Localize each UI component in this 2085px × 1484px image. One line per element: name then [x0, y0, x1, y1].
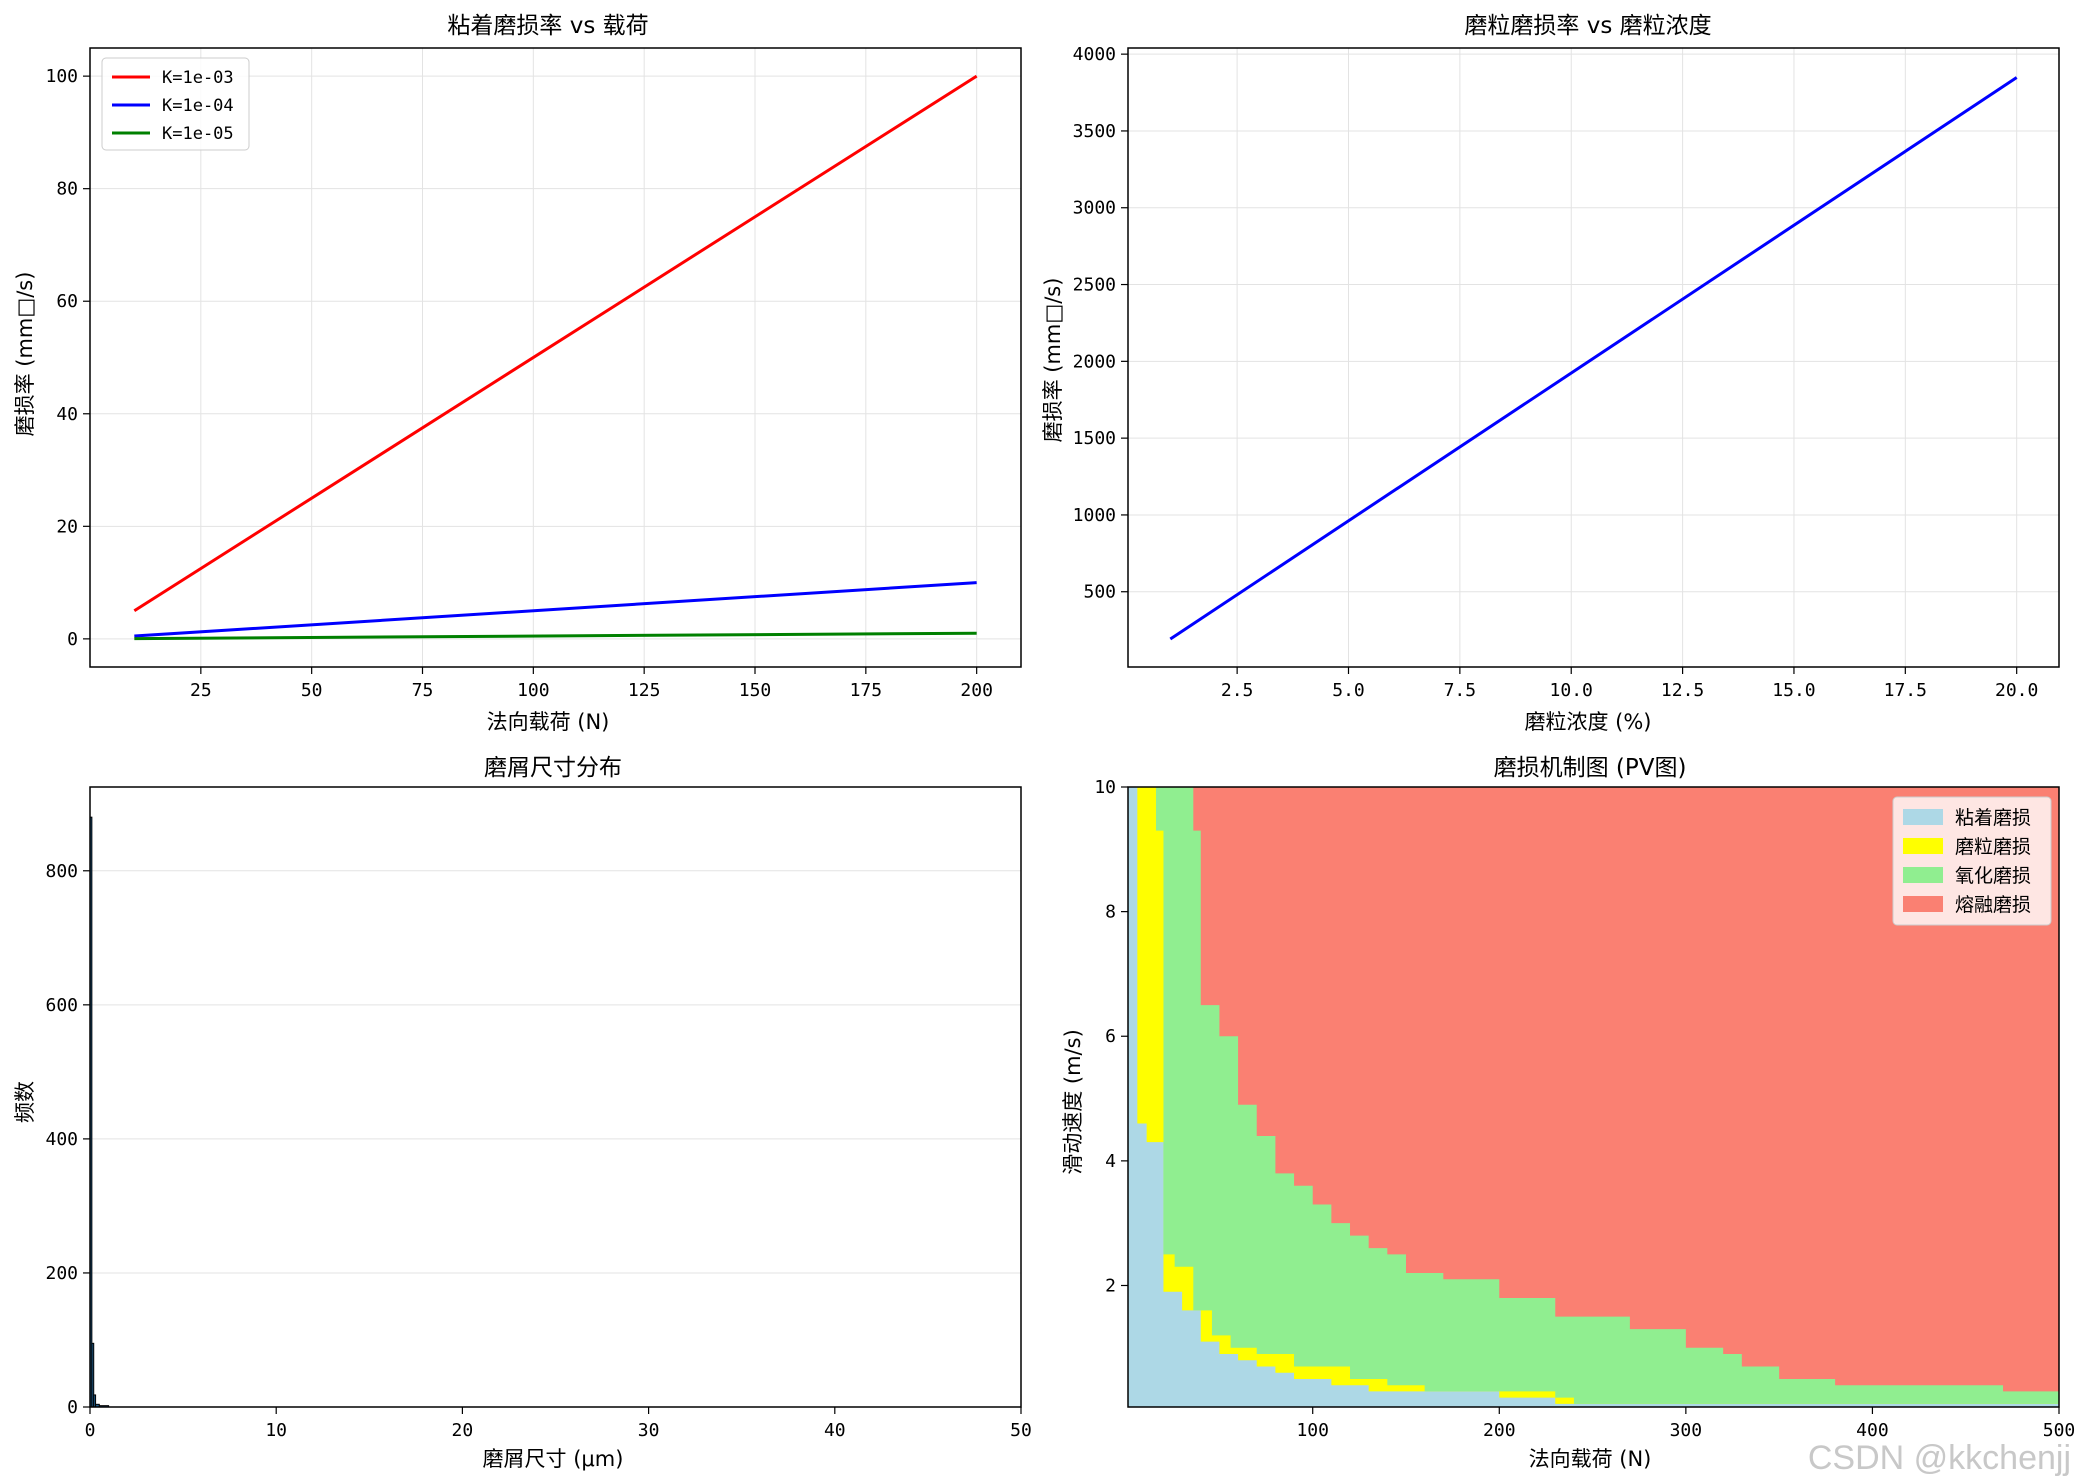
x-tick-label: 7.5	[1444, 680, 1477, 701]
x-tick-label: 200	[960, 680, 993, 701]
series-line-0	[1169, 76, 2018, 641]
y-tick-label: 0	[67, 1397, 78, 1418]
y-tick-label: 2	[1105, 1275, 1116, 1296]
legend-box	[1892, 796, 2052, 926]
y-tick-label: 20	[56, 516, 78, 537]
y-axis-label: 磨损率 (mm□/s)	[13, 272, 37, 437]
x-axis-label: 磨粒浓度 (%)	[1524, 710, 1651, 734]
y-tick-label: 500	[1083, 582, 1116, 603]
histogram-bar	[93, 1394, 97, 1407]
y-tick-label: 6	[1105, 1026, 1116, 1047]
x-tick-label: 10.0	[1550, 680, 1593, 701]
series-line-2	[134, 631, 977, 641]
plot-area	[90, 816, 110, 1407]
x-tick-label: 17.5	[1884, 680, 1927, 701]
region-fill-3	[1155, 787, 2059, 1392]
y-tick-label: 1000	[1073, 505, 1116, 526]
axes-frame	[89, 47, 1022, 668]
legend-box	[101, 57, 250, 151]
x-tick-label: 50	[1010, 1420, 1032, 1441]
y-tick-label: 400	[45, 1129, 78, 1150]
x-tick-label: 50	[301, 680, 323, 701]
x-tick-label: 200	[1483, 1420, 1516, 1441]
x-tick-label: 10	[265, 1420, 287, 1441]
watermark: CSDN @kkchenjj	[1807, 1439, 2071, 1477]
y-tick-label: 2500	[1073, 275, 1116, 296]
y-tick-label: 10	[1094, 777, 1116, 798]
x-axis-label: 磨屑尺寸 (μm)	[483, 1447, 624, 1471]
legend-swatch	[1903, 809, 1943, 825]
x-tick-label: 100	[1296, 1420, 1329, 1441]
y-tick-label: 200	[45, 1263, 78, 1284]
histogram-bar	[90, 816, 93, 1407]
legend-swatch	[1903, 867, 1943, 883]
x-tick-label: 25	[190, 680, 212, 701]
axes-frame	[89, 786, 1022, 1408]
histogram-bar	[91, 1342, 95, 1407]
y-tick-label: 0	[67, 629, 78, 650]
x-tick-label: 5.0	[1332, 680, 1365, 701]
legend-swatch	[1903, 896, 1943, 912]
y-tick-label: 80	[56, 179, 78, 200]
x-tick-label: 0	[85, 1420, 96, 1441]
series-line-1	[134, 581, 977, 638]
x-tick-label: 12.5	[1661, 680, 1704, 701]
legend-label: 氧化磨损	[1955, 865, 2031, 887]
x-tick-label: 125	[628, 680, 661, 701]
axes-frame	[1127, 47, 2060, 668]
x-tick-label: 20	[452, 1420, 474, 1441]
y-tick-label: 40	[56, 404, 78, 425]
plot-area	[1169, 76, 2018, 641]
legend-label: K=1e-03	[162, 68, 234, 88]
y-tick-label: 8	[1105, 902, 1116, 923]
axes-frame	[1127, 786, 2060, 1408]
chart-adhesive-wear: 粘着磨损率 vs 载荷 法向载荷 (N) 磨损率 (mm□/s) 25 50 75 1…	[13, 13, 1022, 734]
y-tick-label: 60	[56, 291, 78, 312]
y-tick-label: 2000	[1073, 351, 1116, 372]
x-tick-label: 300	[1670, 1420, 1703, 1441]
x-tick-label: 500	[2043, 1420, 2076, 1441]
y-axis-label: 频数	[13, 1081, 37, 1123]
legend-swatch	[1903, 838, 1943, 854]
legend-label: K=1e-05	[162, 124, 234, 144]
legend-label: 磨粒磨损	[1955, 836, 2031, 858]
chart-wear-mechanism-map: 磨损机制图 (PV图) 法向载荷 (N) 滑动速度 (m/s) 100 200 30…	[1061, 755, 2075, 1471]
legend-label: 熔融磨损	[1955, 894, 2031, 916]
x-tick-label: 30	[638, 1420, 660, 1441]
y-tick-label: 4000	[1073, 44, 1116, 65]
x-tick-label: 15.0	[1772, 680, 1815, 701]
y-tick-label: 3500	[1073, 121, 1116, 142]
chart-title: 磨粒磨损率 vs 磨粒浓度	[1464, 13, 1711, 39]
x-tick-label: 2.5	[1221, 680, 1254, 701]
y-axis-label: 滑动速度 (m/s)	[1061, 1029, 1085, 1175]
x-axis-label: 法向载荷 (N)	[487, 710, 610, 734]
x-tick-label: 400	[1856, 1420, 1889, 1441]
y-tick-label: 1500	[1073, 428, 1116, 449]
chart-title: 粘着磨损率 vs 载荷	[447, 13, 648, 39]
y-tick-label: 4	[1105, 1151, 1116, 1172]
x-tick-label: 20.0	[1995, 680, 2038, 701]
y-tick-label: 100	[45, 66, 78, 87]
x-tick-label: 75	[412, 680, 434, 701]
x-tick-label: 100	[517, 680, 550, 701]
x-tick-label: 175	[850, 680, 883, 701]
x-tick-label: 150	[739, 680, 772, 701]
y-tick-label: 800	[45, 861, 78, 882]
y-tick-label: 3000	[1073, 198, 1116, 219]
x-axis-label: 法向载荷 (N)	[1529, 1447, 1652, 1471]
chart-title: 磨损机制图 (PV图)	[1494, 755, 1687, 781]
chart-abrasive-wear: 磨粒磨损率 vs 磨粒浓度 磨粒浓度 (%) 磨损率 (mm□/s) 2.5 5.…	[1041, 13, 2060, 734]
x-tick-label: 40	[824, 1420, 846, 1441]
plot-area	[133, 74, 978, 641]
legend-label: 粘着磨损	[1955, 807, 2031, 829]
y-tick-label: 600	[45, 995, 78, 1016]
chart-debris-size: 磨屑尺寸分布 磨屑尺寸 (μm) 频数 0 10 20 30 40 50 0 200 400 60…	[13, 755, 1032, 1471]
chart-title: 磨屑尺寸分布	[484, 755, 622, 781]
y-axis-label: 磨损率 (mm□/s)	[1041, 278, 1065, 443]
series-line-0	[133, 74, 978, 612]
legend-label: K=1e-04	[162, 96, 234, 116]
